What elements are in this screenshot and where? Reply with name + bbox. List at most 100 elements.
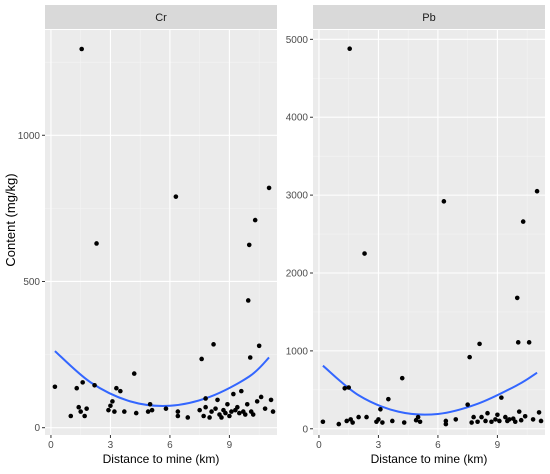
x-tick-label: 3 bbox=[376, 440, 382, 451]
facet-strip-label: Cr bbox=[155, 12, 167, 24]
data-point bbox=[380, 420, 385, 425]
data-point bbox=[266, 185, 272, 191]
data-point bbox=[320, 419, 326, 425]
facet-strip bbox=[45, 5, 277, 29]
data-point bbox=[344, 418, 350, 424]
data-point bbox=[497, 418, 502, 424]
data-point bbox=[118, 388, 123, 394]
data-point bbox=[79, 46, 84, 52]
x-axis-label: Distance to mine (km) bbox=[103, 452, 220, 466]
facet-strip-label: Pb bbox=[422, 12, 435, 24]
data-point bbox=[536, 410, 542, 415]
data-point bbox=[239, 388, 244, 394]
data-point bbox=[147, 401, 153, 407]
data-point bbox=[175, 413, 181, 419]
data-point bbox=[518, 417, 524, 423]
data-point bbox=[203, 404, 208, 410]
data-point bbox=[74, 385, 80, 391]
data-point bbox=[526, 340, 532, 345]
y-tick-label: 500 bbox=[23, 277, 40, 288]
data-point bbox=[364, 414, 369, 420]
data-point bbox=[362, 251, 367, 256]
data-point bbox=[250, 412, 256, 417]
y-tick-label: 5000 bbox=[286, 35, 309, 46]
data-point bbox=[483, 418, 488, 424]
data-point bbox=[78, 409, 83, 414]
data-point bbox=[401, 420, 407, 425]
x-tick-label: 6 bbox=[167, 440, 173, 451]
data-point bbox=[342, 385, 348, 391]
data-point bbox=[76, 404, 82, 410]
data-point bbox=[441, 199, 447, 204]
data-point bbox=[515, 340, 521, 345]
data-point bbox=[185, 415, 191, 420]
data-point bbox=[131, 371, 137, 376]
data-point bbox=[376, 417, 381, 422]
data-point bbox=[92, 382, 97, 388]
data-point bbox=[215, 397, 220, 403]
data-point bbox=[114, 385, 119, 391]
data-point bbox=[347, 46, 352, 51]
data-point bbox=[231, 391, 236, 397]
data-point bbox=[499, 395, 504, 400]
data-point bbox=[94, 241, 99, 246]
data-point bbox=[108, 403, 113, 409]
x-tick-label: 3 bbox=[108, 440, 114, 451]
data-point bbox=[465, 402, 470, 407]
data-point bbox=[477, 341, 482, 347]
y-tick-label: 4000 bbox=[286, 113, 309, 124]
data-point bbox=[507, 417, 512, 422]
data-point bbox=[145, 409, 151, 414]
data-point bbox=[538, 418, 544, 424]
data-point bbox=[516, 409, 522, 414]
data-point bbox=[350, 420, 355, 425]
x-axis-label: Distance to mine (km) bbox=[371, 452, 488, 466]
data-point bbox=[417, 419, 423, 425]
data-point bbox=[207, 415, 212, 420]
data-point bbox=[225, 401, 230, 407]
y-tick-label: 2000 bbox=[286, 269, 309, 280]
data-point bbox=[262, 406, 268, 411]
data-point bbox=[219, 415, 224, 420]
data-point bbox=[229, 409, 234, 414]
data-point bbox=[520, 219, 526, 224]
y-axis-label: Content (mg/kg) bbox=[3, 173, 18, 266]
data-point bbox=[270, 409, 276, 414]
data-point bbox=[209, 409, 214, 414]
data-point bbox=[415, 414, 421, 420]
data-point bbox=[530, 417, 536, 422]
data-point bbox=[203, 396, 208, 401]
trend-line bbox=[322, 364, 538, 416]
data-point bbox=[149, 407, 155, 413]
data-point bbox=[467, 354, 472, 360]
data-point bbox=[80, 380, 85, 385]
data-point bbox=[199, 356, 204, 362]
data-point bbox=[211, 342, 216, 347]
data-point bbox=[256, 343, 262, 349]
data-point bbox=[471, 414, 476, 420]
data-point bbox=[84, 406, 89, 411]
data-point bbox=[82, 413, 87, 419]
data-point bbox=[258, 394, 264, 400]
data-point bbox=[443, 421, 449, 427]
y-tick-label: 0 bbox=[302, 424, 308, 435]
x-tick-label: 9 bbox=[495, 440, 501, 451]
data-point bbox=[512, 419, 518, 425]
y-tick-label: 1000 bbox=[18, 131, 41, 142]
data-point bbox=[346, 385, 351, 390]
data-point bbox=[197, 407, 202, 413]
data-point bbox=[223, 410, 228, 416]
x-tick-label: 6 bbox=[435, 440, 441, 451]
data-point bbox=[469, 420, 474, 425]
data-point bbox=[356, 414, 361, 420]
x-tick-label: 9 bbox=[227, 440, 233, 451]
x-tick-label: 0 bbox=[48, 440, 54, 451]
x-tick-label: 0 bbox=[316, 440, 322, 451]
data-point bbox=[493, 417, 498, 422]
data-point bbox=[242, 412, 248, 417]
panel-background bbox=[45, 30, 277, 435]
data-point bbox=[133, 410, 139, 416]
data-point bbox=[245, 298, 251, 303]
data-point bbox=[106, 407, 111, 413]
